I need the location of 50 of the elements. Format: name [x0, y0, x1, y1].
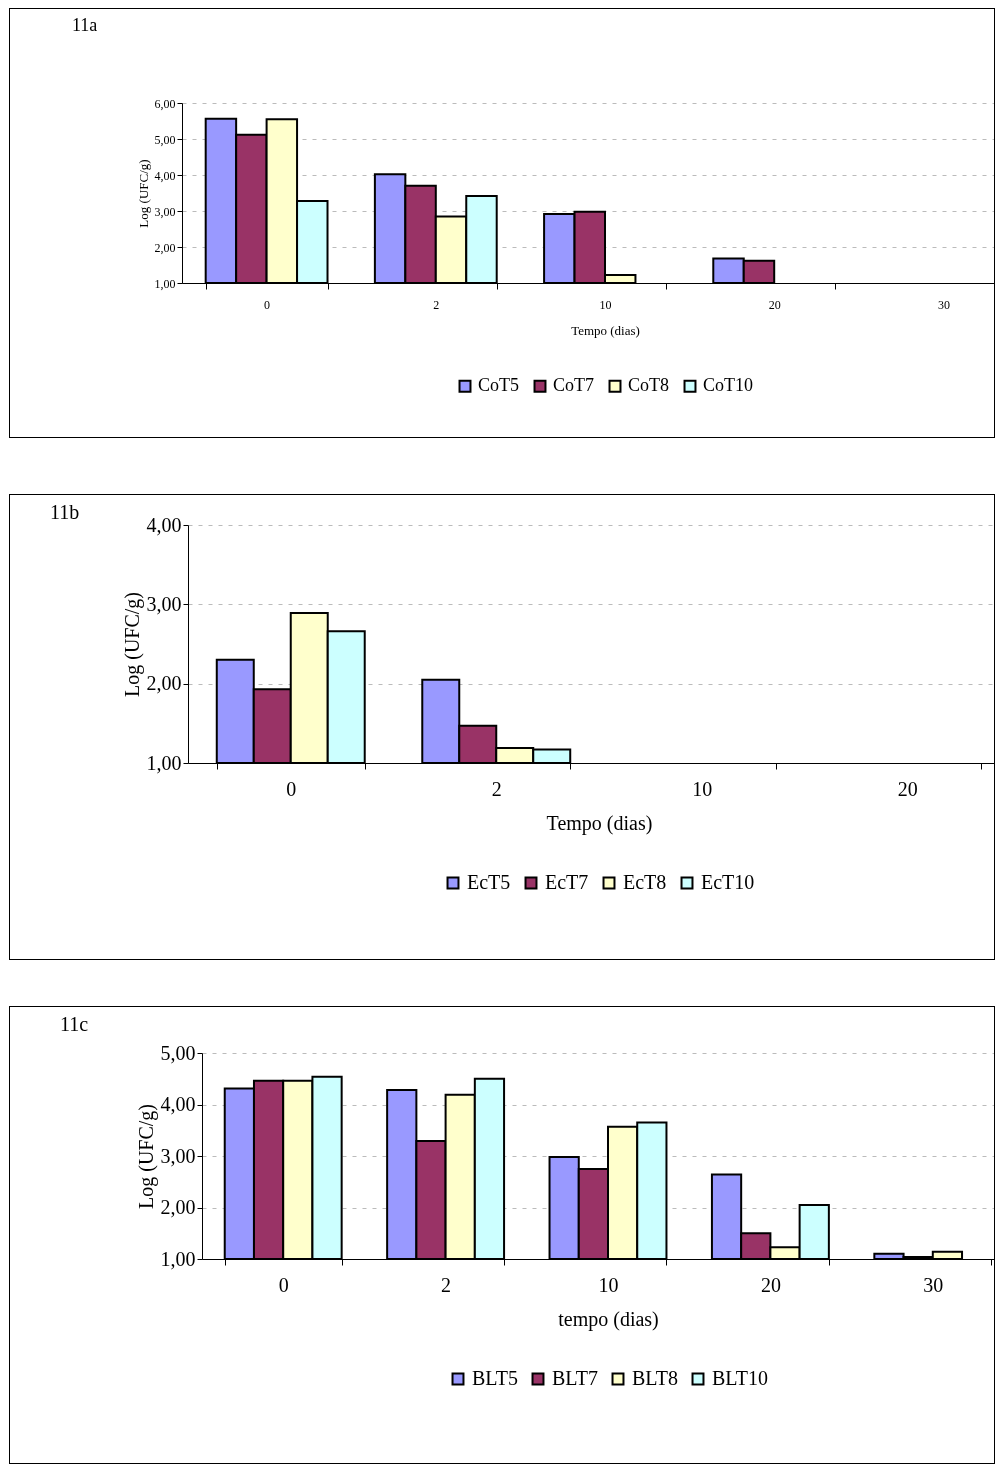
x-tick-label: 0	[286, 777, 297, 800]
y-tick-label: 1,00	[154, 276, 176, 291]
legend-label: BLT8	[632, 1367, 678, 1389]
y-axis-title: Log (UFC/g)	[120, 592, 144, 697]
y-tick-label: 3,00	[160, 1144, 196, 1167]
legend-label: BLT7	[552, 1367, 598, 1389]
x-tick-label: 0	[264, 297, 271, 312]
legend-label: CoT10	[703, 375, 754, 396]
legend-label: EcT10	[701, 871, 755, 893]
y-tick-label: 2,00	[146, 672, 182, 695]
x-tick-label: 10	[599, 297, 612, 312]
legend-label: EcT7	[545, 871, 589, 893]
y-tick-label: 4,00	[154, 168, 176, 183]
legend-label: CoT8	[628, 375, 670, 396]
legend-label: CoT5	[478, 375, 520, 396]
legend-label: BLT10	[712, 1367, 768, 1389]
y-axis-title: Log (UFC/g)	[135, 159, 151, 228]
y-tick-label: 4,00	[160, 1093, 196, 1115]
y-tick-label: 6,00	[154, 96, 176, 111]
chart-title: 11b	[50, 501, 80, 523]
legend-label: EcT5	[467, 871, 511, 893]
x-tick-label: 30	[923, 1273, 944, 1296]
y-tick-label: 5,00	[160, 1041, 196, 1064]
y-tick-label: 1,00	[160, 1247, 196, 1270]
y-tick-label: 4,00	[146, 513, 182, 536]
legend-label: BLT5	[472, 1367, 518, 1389]
y-tick-label: 1,00	[146, 751, 182, 774]
x-tick-label: 0	[278, 1273, 289, 1296]
y-axis-title: Log (UFC/g)	[134, 1104, 158, 1209]
legend-label: CoT7	[553, 375, 595, 396]
x-axis-title: Tempo (dias)	[571, 322, 640, 338]
x-tick-label: 2	[441, 1273, 452, 1296]
y-tick-label: 2,00	[160, 1196, 196, 1218]
x-axis-title: Tempo (dias)	[546, 811, 653, 835]
x-tick-label: 2	[491, 777, 502, 800]
x-tick-label: 20	[768, 297, 781, 312]
y-tick-label: 5,00	[154, 132, 176, 147]
y-tick-label: 3,00	[146, 592, 182, 615]
y-tick-label: 3,00	[154, 204, 176, 219]
x-tick-label: 10	[692, 777, 713, 800]
legend-label: EcT8	[623, 871, 667, 893]
x-tick-label: 20	[897, 777, 918, 800]
y-tick-label: 2,00	[154, 240, 176, 255]
chart-title: 11c	[60, 1013, 89, 1035]
x-tick-label: 30	[937, 297, 950, 312]
x-axis-title: tempo (dias)	[558, 1307, 659, 1331]
chart-title: 11a	[72, 15, 98, 35]
x-tick-label: 20	[760, 1273, 781, 1296]
x-tick-label: 10	[598, 1273, 619, 1296]
x-tick-label: 2	[433, 297, 440, 312]
